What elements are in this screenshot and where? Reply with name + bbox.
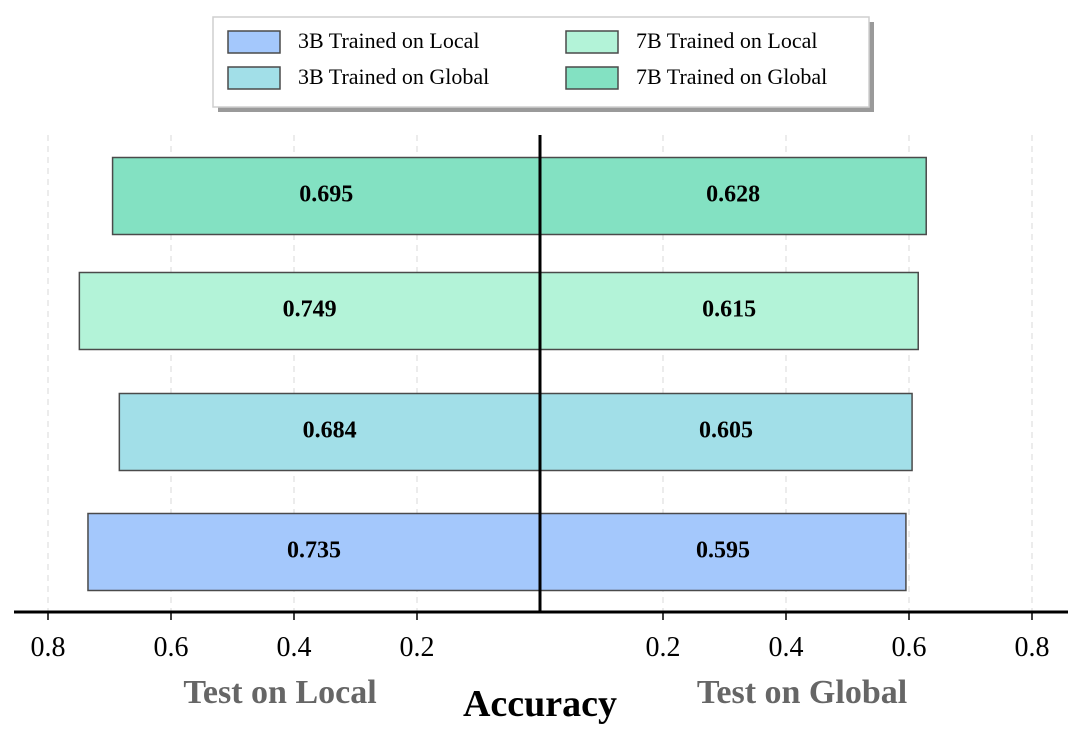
- legend-label-3b-local: 3B Trained on Local: [298, 28, 480, 53]
- tick-label-right-0.4: 0.4: [769, 632, 804, 663]
- data-label-right-7b-local: 0.615: [702, 297, 756, 323]
- tick-label-left-0.8: 0.8: [31, 632, 66, 663]
- data-label-left-7b-global: 0.695: [299, 182, 353, 208]
- legend-swatch-3b-local: [227, 30, 281, 54]
- tick-label-left-0.4: 0.4: [277, 632, 312, 663]
- bars-left: [78, 156, 541, 592]
- legend-box: [212, 16, 870, 108]
- data-label-left-3b-global: 0.684: [303, 418, 357, 444]
- bar-left-7b-local: [78, 271, 541, 351]
- legend-swatch-3b-global: [227, 66, 281, 90]
- legend-swatch-7b-local: [565, 30, 619, 54]
- bar-left-3b-global: [118, 392, 541, 472]
- x-axis-title: Accuracy: [463, 683, 617, 725]
- data-label-right-3b-global: 0.605: [699, 418, 753, 444]
- tick-label-left-0.2: 0.2: [400, 632, 435, 663]
- tick-label-right-0.6: 0.6: [892, 632, 927, 663]
- bars-right: [539, 156, 927, 592]
- bar-right-7b-global: [539, 156, 927, 236]
- tick-label-left-0.6: 0.6: [154, 632, 189, 663]
- bar-left-3b-local: [87, 512, 541, 592]
- data-labels: 0.695 0.628 0.749 0.615 0.684 0.605 0.73…: [283, 182, 760, 564]
- legend-label-3b-global: 3B Trained on Global: [298, 64, 489, 89]
- legend-label-7b-global: 7B Trained on Global: [636, 64, 827, 89]
- legend: 3B Trained on Local 3B Trained on Global…: [212, 16, 874, 112]
- x-ticks: 0.8 0.6 0.4 0.2 0.2 0.4 0.6 0.8: [31, 612, 1050, 663]
- data-label-right-7b-global: 0.628: [706, 182, 760, 208]
- tick-label-right-0.2: 0.2: [646, 632, 681, 663]
- panel-label-right: Test on Global: [697, 674, 907, 711]
- data-label-left-7b-local: 0.749: [283, 297, 337, 323]
- legend-label-7b-local: 7B Trained on Local: [636, 28, 818, 53]
- bar-left-7b-global: [111, 156, 541, 236]
- bar-right-3b-global: [539, 392, 913, 472]
- data-label-right-3b-local: 0.595: [696, 538, 750, 564]
- panel-label-left: Test on Local: [183, 674, 376, 711]
- bar-right-7b-local: [539, 271, 919, 351]
- tick-label-right-0.8: 0.8: [1015, 632, 1050, 663]
- data-label-left-3b-local: 0.735: [287, 538, 341, 564]
- legend-swatch-7b-global: [565, 66, 619, 90]
- bar-right-3b-local: [539, 512, 907, 592]
